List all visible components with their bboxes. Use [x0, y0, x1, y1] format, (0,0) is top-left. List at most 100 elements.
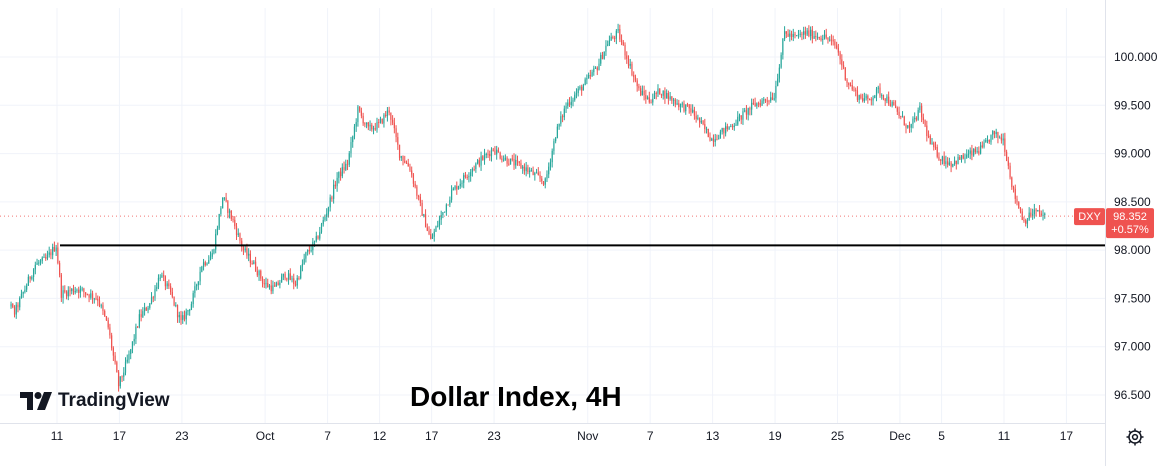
- candle: [1002, 133, 1004, 146]
- candle: [435, 225, 437, 232]
- candle: [431, 233, 434, 239]
- candle: [310, 245, 312, 253]
- candle: [46, 250, 49, 261]
- candle-body: [497, 149, 500, 153]
- candle-body: [605, 45, 607, 52]
- candle: [777, 73, 779, 87]
- candle-body: [246, 248, 248, 256]
- candle: [822, 34, 824, 45]
- candle-body: [948, 162, 950, 165]
- candle: [248, 248, 250, 262]
- candle: [242, 244, 245, 256]
- candle: [430, 228, 432, 240]
- candle-body: [527, 167, 529, 173]
- candle-body: [726, 126, 728, 129]
- candle: [1007, 156, 1009, 170]
- candle: [515, 154, 517, 169]
- x-tick-label: 17: [425, 429, 439, 443]
- candle-body: [116, 362, 118, 373]
- candle-body: [778, 67, 780, 79]
- candle-body: [699, 117, 701, 123]
- candle-body: [506, 157, 508, 164]
- candle: [112, 346, 114, 361]
- candle: [48, 246, 50, 258]
- candle-body: [955, 160, 957, 165]
- candle: [331, 195, 333, 202]
- candle: [72, 284, 75, 295]
- candle-body: [836, 45, 838, 48]
- candle-body: [764, 99, 767, 101]
- candle: [272, 280, 274, 294]
- candle: [959, 155, 961, 161]
- candle: [768, 99, 770, 105]
- candle-body: [378, 122, 380, 124]
- candle-body: [797, 34, 800, 36]
- candle-body: [52, 246, 54, 256]
- candle: [98, 296, 101, 308]
- candle-body: [1014, 188, 1016, 199]
- candle-body: [865, 95, 867, 99]
- candle: [424, 209, 427, 228]
- candle: [65, 290, 68, 300]
- candle: [317, 235, 319, 240]
- candle-body: [664, 90, 666, 99]
- time-axis[interactable]: 11 17 23 Oct 7 12 17 23 Nov 7 13 19 25 Dec 5 11 17: [51, 429, 1074, 443]
- candle: [848, 82, 850, 90]
- candle: [544, 177, 546, 189]
- candle-body: [97, 298, 99, 301]
- candle-body: [924, 120, 926, 126]
- candle: [889, 99, 892, 107]
- candle: [79, 285, 82, 298]
- candle: [97, 295, 99, 307]
- candle-body: [447, 204, 449, 206]
- candle-body: [926, 125, 928, 136]
- candle: [598, 58, 600, 71]
- candle-body: [60, 274, 62, 298]
- candle: [476, 158, 479, 165]
- candle: [804, 26, 807, 39]
- candle: [209, 251, 212, 261]
- candle: [1014, 184, 1016, 204]
- candle-body: [823, 34, 826, 39]
- candle-body: [239, 233, 241, 241]
- candle-body: [993, 130, 996, 135]
- candle: [402, 155, 404, 166]
- candle-body: [20, 293, 23, 299]
- candle: [567, 99, 569, 109]
- candle-body: [893, 102, 895, 106]
- candle: [811, 26, 813, 44]
- candle: [135, 323, 137, 345]
- candle-body: [424, 214, 427, 228]
- candle: [39, 259, 42, 266]
- candle-body: [416, 186, 418, 196]
- candle: [161, 272, 163, 278]
- candle: [131, 341, 134, 354]
- candle-body: [862, 98, 864, 101]
- candle-body: [135, 326, 137, 339]
- candle-body: [385, 114, 387, 117]
- candle: [659, 88, 661, 95]
- candle-body: [85, 292, 87, 295]
- candle-body: [346, 163, 349, 165]
- candle: [220, 206, 222, 217]
- settings-button[interactable]: [1125, 427, 1145, 447]
- candle-body: [461, 182, 463, 184]
- candle: [518, 160, 520, 167]
- candle: [291, 275, 293, 283]
- candle-body: [518, 161, 520, 164]
- candle-body: [763, 99, 765, 101]
- candle: [775, 80, 777, 103]
- candle: [312, 237, 314, 256]
- candle-body: [508, 163, 510, 165]
- candle-body: [875, 88, 878, 96]
- candle-body: [145, 307, 147, 311]
- candle: [853, 86, 855, 92]
- candle: [336, 172, 338, 192]
- candle: [686, 102, 689, 107]
- candle: [251, 260, 253, 265]
- candle: [896, 106, 898, 115]
- price-axis[interactable]: 96.500 97.000 97.500 98.000 98.500 99.000 99.5…: [1114, 50, 1158, 402]
- candle-body: [522, 166, 524, 169]
